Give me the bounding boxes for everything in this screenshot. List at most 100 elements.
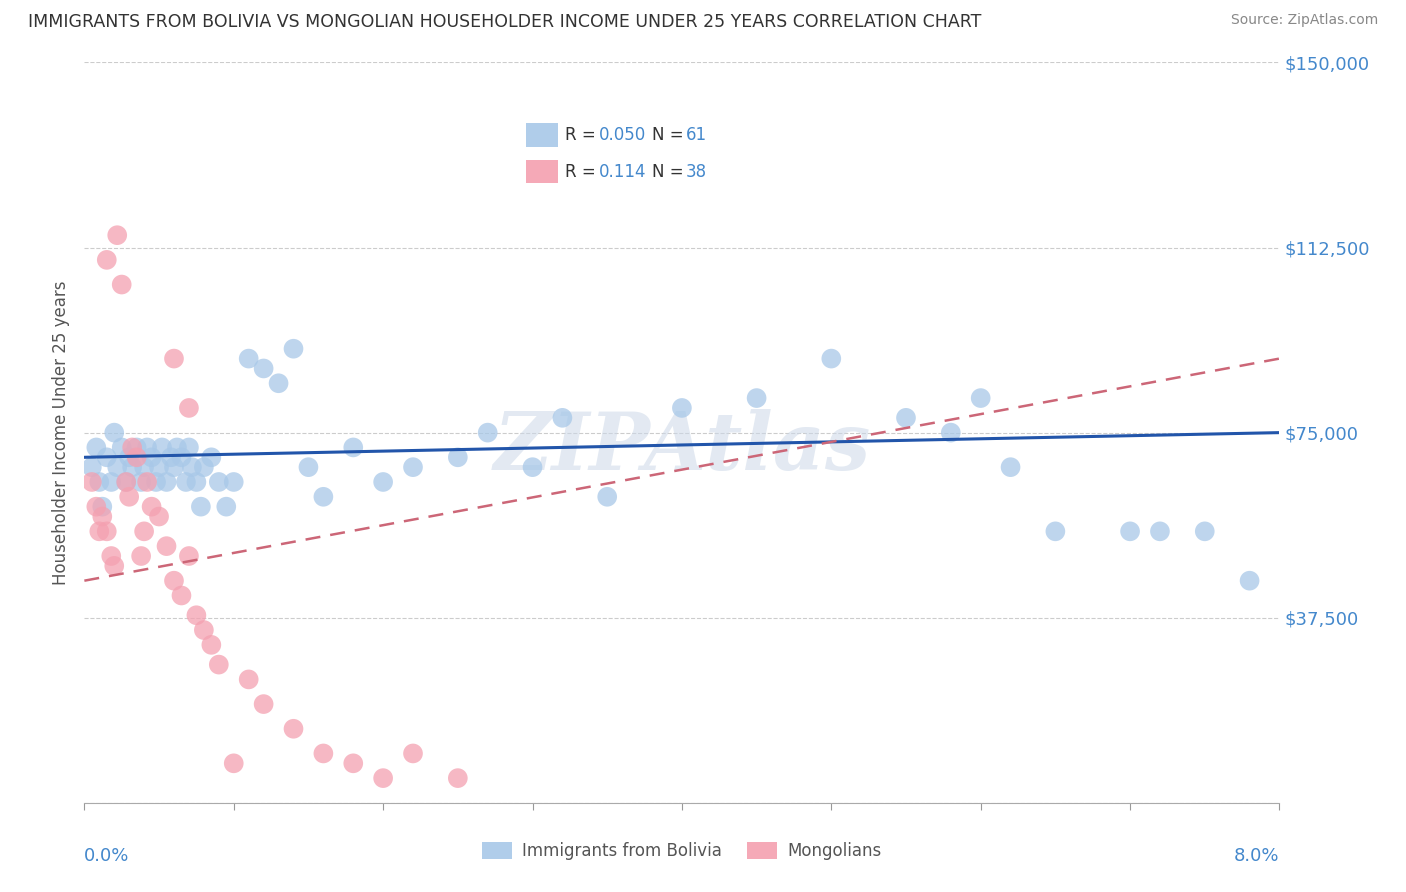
Point [181,460,204,475]
Point [193,623,215,637]
Point [939,425,962,440]
Point [170,450,193,465]
Point [894,410,917,425]
Point [970,391,993,405]
Point [283,722,305,736]
Point [91,509,114,524]
Point [170,589,193,603]
Point [283,342,305,356]
Point [121,460,143,475]
Point [596,490,619,504]
FancyBboxPatch shape [526,160,558,184]
Point [132,460,156,475]
Text: 61: 61 [686,127,707,145]
Point [100,549,122,563]
Text: IMMIGRANTS FROM BOLIVIA VS MONGOLIAN HOUSEHOLDER INCOME UNDER 25 YEARS CORRELATI: IMMIGRANTS FROM BOLIVIA VS MONGOLIAN HOU… [28,13,981,31]
Point [1149,524,1171,539]
Point [141,450,163,465]
Text: Source: ZipAtlas.com: Source: ZipAtlas.com [1230,13,1378,28]
Point [132,524,156,539]
Point [89,524,111,539]
Point [477,425,499,440]
Point [160,450,183,465]
Text: 0.114: 0.114 [599,162,647,180]
Point [115,475,138,489]
Point [522,460,544,475]
Point [121,441,143,455]
Text: R =: R = [565,162,606,180]
Point [297,460,319,475]
Point [105,460,128,475]
Point [267,376,290,391]
Point [447,450,470,465]
Point [111,441,134,455]
Point [342,756,364,771]
Point [111,277,134,292]
Point [193,460,215,475]
Text: 38: 38 [686,162,707,180]
Point [190,500,212,514]
Point [373,771,395,785]
Point [129,475,152,489]
Point [671,401,693,415]
Point [342,441,364,455]
Point [136,475,159,489]
Point [253,361,276,376]
Point [115,475,138,489]
Point [215,500,238,514]
Point [163,351,186,366]
Point [100,475,122,489]
Point [89,475,111,489]
Point [141,500,163,514]
Point [1000,460,1022,475]
Point [96,450,118,465]
Point [312,747,335,761]
Point [745,391,768,405]
Point [148,460,170,475]
Point [238,673,260,687]
Point [163,574,186,588]
Point [125,450,148,465]
Text: ZIPAtlas: ZIPAtlas [494,409,870,486]
Text: 0.050: 0.050 [599,127,647,145]
Point [402,460,425,475]
Point [145,475,167,489]
Point [312,490,335,504]
Point [103,425,125,440]
Point [373,475,395,489]
Point [174,475,197,489]
Y-axis label: Householder Income Under 25 years: Householder Income Under 25 years [52,280,70,585]
Point [105,228,128,243]
Point [186,475,208,489]
Point [447,771,470,785]
Text: N =: N = [652,127,689,145]
Point [820,351,842,366]
Point [150,441,173,455]
Point [103,558,125,573]
Text: N =: N = [652,162,689,180]
Point [118,450,141,465]
Point [80,475,103,489]
Point [200,638,222,652]
Point [208,657,231,672]
Point [125,441,148,455]
Point [253,697,276,711]
Point [200,450,222,465]
Point [155,475,177,489]
Point [86,500,108,514]
Point [129,549,152,563]
Point [551,410,574,425]
Text: 0.0%: 0.0% [84,847,129,865]
Point [1239,574,1261,588]
Point [155,539,177,553]
Text: R =: R = [565,127,600,145]
Point [1119,524,1142,539]
Legend: Immigrants from Bolivia, Mongolians: Immigrants from Bolivia, Mongolians [474,834,890,869]
Point [1194,524,1216,539]
Point [177,401,200,415]
Point [177,441,200,455]
Point [402,747,425,761]
Point [177,549,200,563]
Point [80,460,103,475]
Point [166,441,188,455]
